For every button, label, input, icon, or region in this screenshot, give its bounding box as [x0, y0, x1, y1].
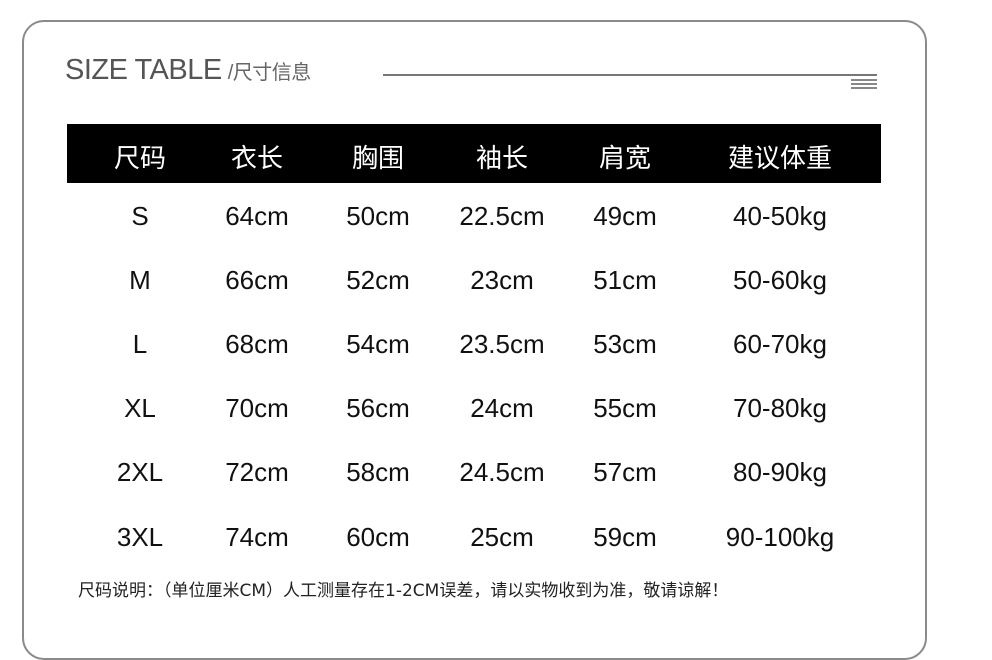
table-cell: 55cm	[593, 393, 657, 423]
table-cell: 57cm	[593, 457, 657, 487]
table-row: L 68cm 54cm 23.5cm 53cm 60-70kg	[0, 329, 992, 369]
table-row: S 64cm 50cm 22.5cm 49cm 40-50kg	[0, 201, 992, 241]
table-cell: 49cm	[593, 201, 657, 231]
table-cell: 52cm	[346, 265, 410, 295]
table-cell: 70cm	[225, 393, 289, 423]
table-cell: S	[131, 201, 149, 231]
table-cell: XL	[124, 393, 156, 423]
size-note: 尺码说明：（单位厘米CM）人工测量存在1-2CM误差，请以实物收到为准，敬请谅解…	[78, 581, 729, 601]
table-cell: 24cm	[470, 393, 534, 423]
size-table-title: SIZE TABLE/尺寸信息	[65, 54, 311, 87]
table-cell: 25cm	[470, 522, 534, 552]
table-row: 2XL 72cm 58cm 24.5cm 57cm 80-90kg	[0, 457, 992, 497]
table-cell: 64cm	[225, 201, 289, 231]
title-main: SIZE TABLE	[65, 54, 222, 86]
table-cell: 2XL	[116, 457, 164, 487]
table-cell: 54cm	[346, 329, 410, 359]
table-cell: 53cm	[593, 329, 657, 359]
table-cell: 66cm	[225, 265, 289, 295]
table-cell: 24.5cm	[459, 457, 545, 487]
menu-lines-icon	[851, 79, 877, 91]
table-cell: 23cm	[470, 265, 534, 295]
table-cell: 50-60kg	[733, 265, 827, 295]
title-sub: /尺寸信息	[227, 62, 312, 84]
table-cell: 40-50kg	[733, 201, 827, 231]
header-cell: 尺码	[113, 144, 167, 174]
table-cell: L	[132, 329, 148, 359]
table-cell: 56cm	[346, 393, 410, 423]
table-row: M 66cm 52cm 23cm 51cm 50-60kg	[0, 265, 992, 305]
table-cell: 59cm	[593, 522, 657, 552]
table-cell: 51cm	[593, 265, 657, 295]
table-header: 尺码 衣长 胸围 袖长 肩宽 建议体重	[67, 124, 881, 183]
table-cell: 72cm	[225, 457, 289, 487]
header-cell: 袖长	[475, 144, 529, 174]
table-row: 3XL 74cm 60cm 25cm 59cm 90-100kg	[0, 522, 992, 562]
header-cell: 胸围	[351, 144, 405, 174]
table-cell: 58cm	[346, 457, 410, 487]
header-cell: 建议体重	[727, 144, 833, 174]
table-cell: 23.5cm	[459, 329, 545, 359]
table-cell: 3XL	[116, 522, 164, 552]
table-row: XL 70cm 56cm 24cm 55cm 70-80kg	[0, 393, 992, 433]
table-cell: M	[129, 265, 151, 295]
table-cell: 60-70kg	[733, 329, 827, 359]
table-cell: 70-80kg	[733, 393, 827, 423]
title-divider	[383, 74, 877, 76]
table-cell: 90-100kg	[725, 522, 835, 552]
table-cell: 74cm	[225, 522, 289, 552]
table-cell: 60cm	[346, 522, 410, 552]
table-cell: 80-90kg	[733, 457, 827, 487]
table-cell: 22.5cm	[459, 201, 545, 231]
header-cell: 衣长	[230, 144, 284, 174]
table-cell: 68cm	[225, 329, 289, 359]
table-cell: 50cm	[346, 201, 410, 231]
header-cell: 肩宽	[598, 144, 652, 174]
